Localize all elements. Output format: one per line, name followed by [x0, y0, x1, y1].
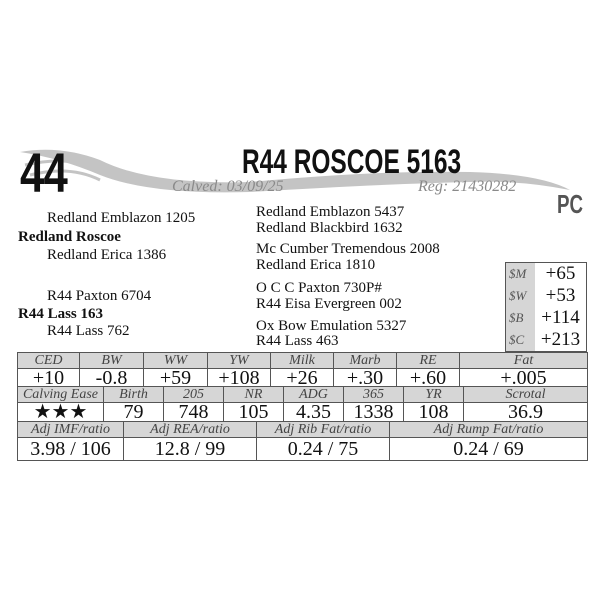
- animal-name: R44 ROSCOE 5163: [242, 143, 462, 181]
- carcass-header: Adj REA/ratio: [123, 421, 257, 438]
- registration-number: Reg: 21430282: [418, 178, 517, 195]
- index-value: +53: [545, 285, 576, 306]
- performance-table: Calving Ease Birth 205 NR ADG 365 YR Scrotal ★★★…: [17, 386, 588, 423]
- performance-value: 105: [223, 402, 284, 423]
- performance-value: 748: [163, 402, 224, 423]
- great-grandparent: R44 Eisa Evergreen 002: [256, 296, 402, 312]
- sire: Redland Roscoe: [18, 229, 121, 245]
- index-label: $M: [505, 262, 535, 285]
- performance-value: 36.9: [463, 402, 588, 423]
- dam: R44 Lass 163: [18, 306, 104, 322]
- great-grandparent: O C C Paxton 730P#: [256, 280, 382, 296]
- carcass-value: 3.98 / 106: [17, 437, 124, 461]
- performance-value: 1338: [343, 402, 404, 423]
- great-grandparent: R44 Lass 463: [256, 333, 339, 349]
- index-value: +114: [541, 307, 580, 328]
- performance-header: 365: [343, 386, 404, 403]
- swoosh-graphic: [20, 149, 570, 193]
- dam-dam: R44 Lass 762: [47, 323, 130, 339]
- carcass-header: Adj Rump Fat/ratio: [389, 421, 588, 438]
- carcass-value: 0.24 / 69: [389, 437, 588, 461]
- performance-value: 108: [403, 402, 464, 423]
- epd-table: CED BW WW YW Milk Marb RE Fat +10 -0.8 +59 +108 +26 +…: [17, 352, 588, 389]
- epd-header: YW: [207, 352, 271, 369]
- breed-code: PC: [557, 189, 584, 219]
- lot-number: 44: [20, 141, 68, 204]
- great-grandparent: Redland Blackbird 1632: [256, 220, 403, 236]
- sire-dam: Redland Erica 1386: [47, 247, 167, 263]
- dam-sire: R44 Paxton 6704: [47, 288, 152, 304]
- index-label: $B: [505, 307, 535, 329]
- index-label: $W: [505, 285, 535, 307]
- great-grandparent: Redland Erica 1810: [256, 257, 376, 273]
- performance-value: 79: [103, 402, 164, 423]
- performance-header: 205: [163, 386, 224, 403]
- performance-value: ★★★: [17, 402, 104, 423]
- calved-date: Calved: 03/09/25: [172, 178, 284, 195]
- epd-value: +.30: [333, 368, 397, 389]
- great-grandparent: Ox Bow Emulation 5327: [256, 318, 407, 334]
- carcass-header: Adj Rib Fat/ratio: [256, 421, 390, 438]
- performance-header: YR: [403, 386, 464, 403]
- great-grandparent: Mc Cumber Tremendous 2008: [256, 241, 440, 257]
- performance-header: Birth: [103, 386, 164, 403]
- index-value: +213: [540, 329, 581, 350]
- epd-value: +10: [17, 368, 80, 389]
- carcass-value: 12.8 / 99: [123, 437, 257, 461]
- sire-sire: Redland Emblazon 1205: [47, 210, 196, 226]
- index-label: $C: [505, 329, 535, 352]
- performance-value: 4.35: [283, 402, 344, 423]
- carcass-header: Adj IMF/ratio: [17, 421, 124, 438]
- index-table: $M +65 $W +53 $B +114 $C +213: [505, 262, 587, 352]
- epd-header: RE: [396, 352, 460, 369]
- carcass-table: Adj IMF/ratio Adj REA/ratio Adj Rib Fat/ra…: [17, 421, 588, 461]
- epd-header: Marb: [333, 352, 397, 369]
- carcass-value: 0.24 / 75: [256, 437, 390, 461]
- performance-header: Calving Ease: [17, 386, 104, 403]
- great-grandparent: Redland Emblazon 5437: [256, 204, 405, 220]
- index-value: +65: [545, 263, 576, 284]
